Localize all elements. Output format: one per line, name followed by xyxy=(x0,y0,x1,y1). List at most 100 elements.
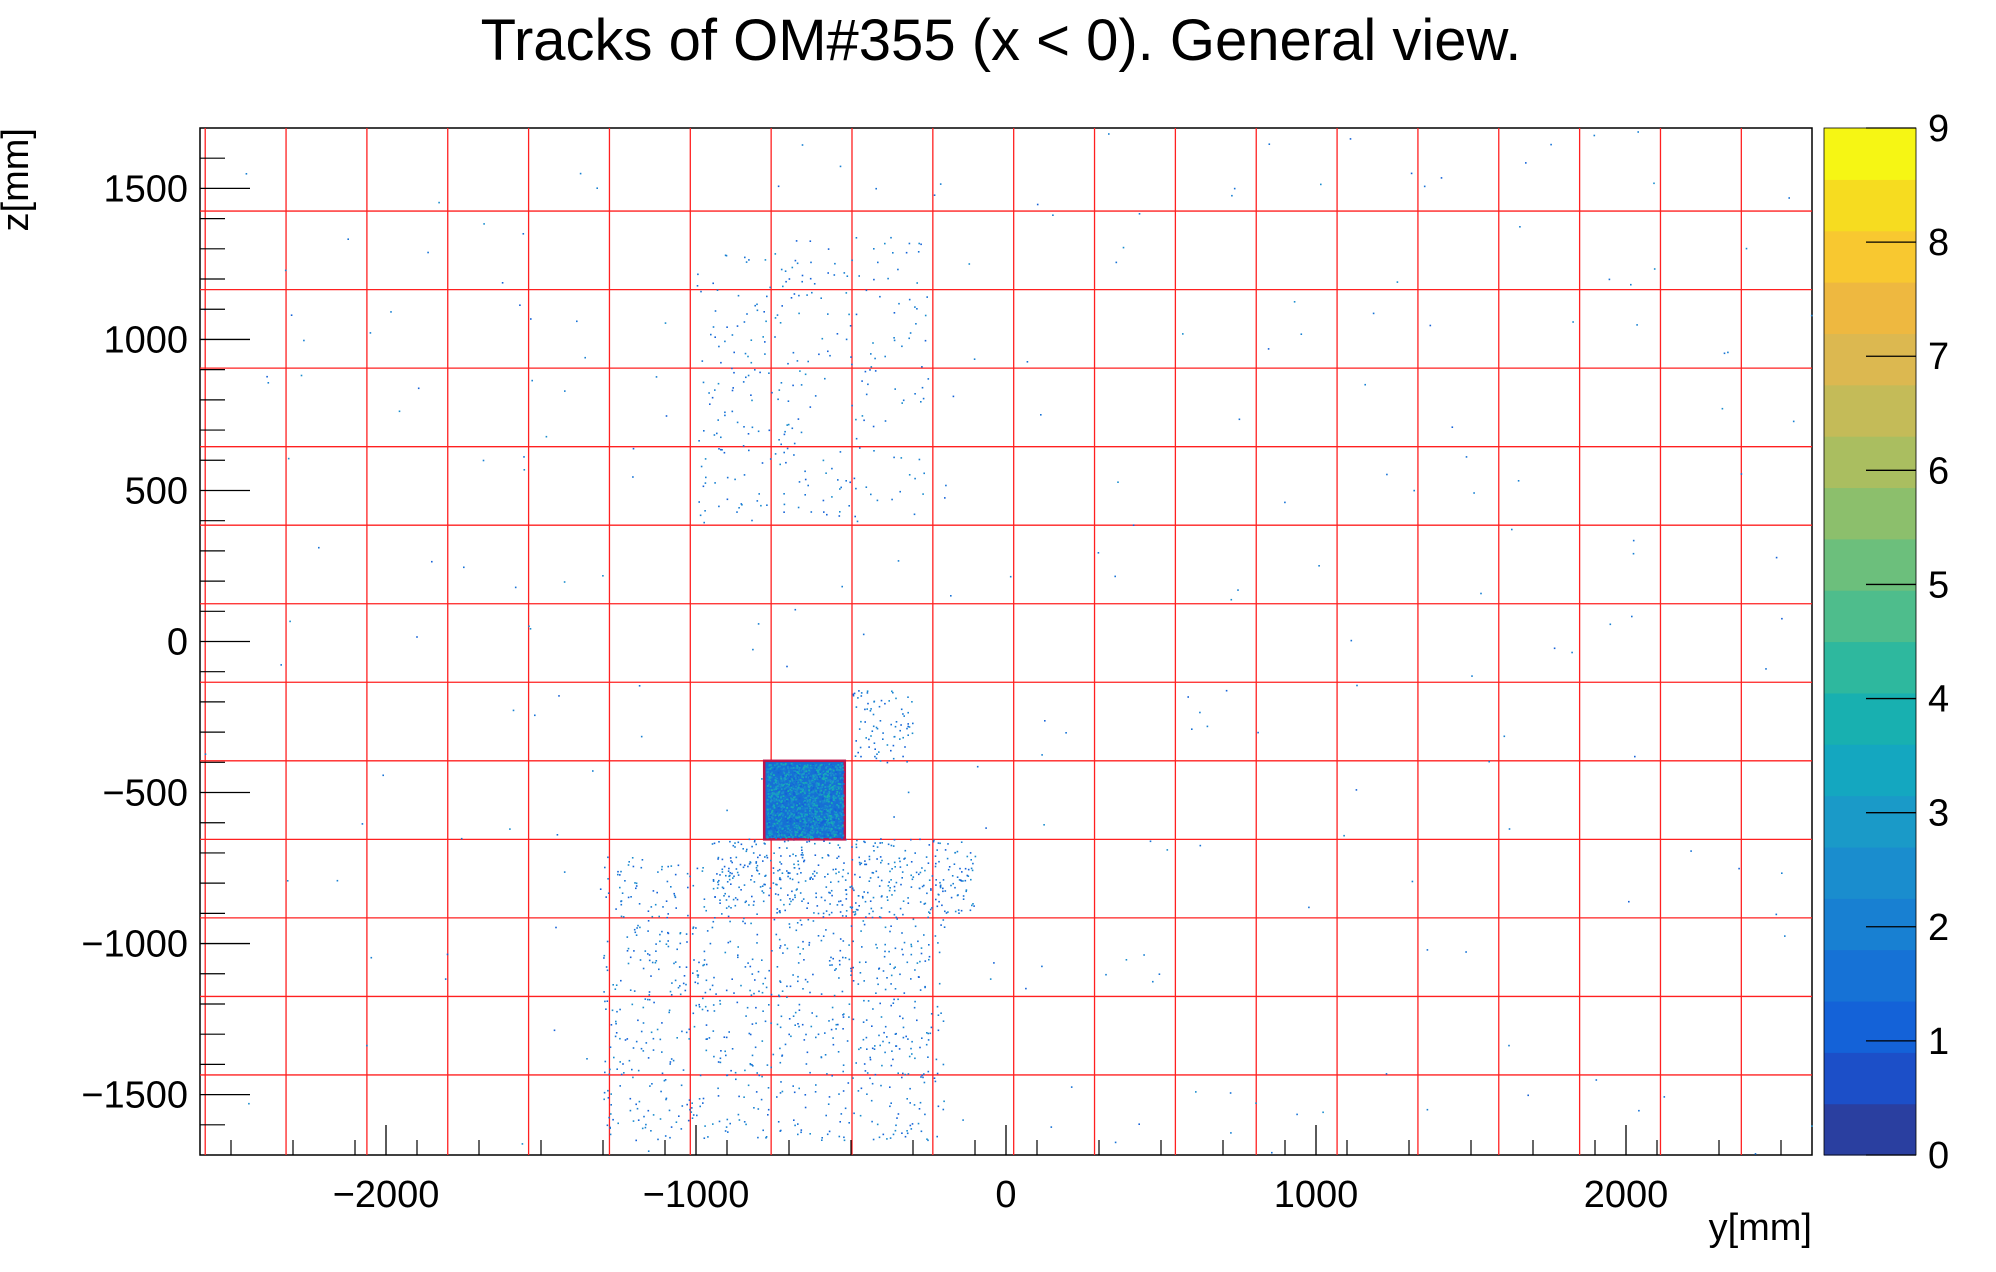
hot-cell xyxy=(812,785,815,787)
track-point xyxy=(781,990,784,992)
hot-cell xyxy=(788,782,791,785)
hot-cell xyxy=(787,826,790,828)
track-point xyxy=(842,1090,845,1092)
track-point xyxy=(702,964,704,967)
hot-cell xyxy=(768,768,771,770)
track-point xyxy=(931,907,933,909)
hot-cell xyxy=(790,773,792,776)
track-point xyxy=(696,1114,698,1117)
hot-cell xyxy=(786,783,788,785)
track-point xyxy=(707,1136,709,1138)
track-point xyxy=(891,894,893,896)
track-point xyxy=(694,981,697,984)
hot-cell xyxy=(825,800,828,802)
track-point xyxy=(642,1006,645,1009)
track-point xyxy=(612,984,614,986)
hot-cell xyxy=(820,810,823,813)
hot-cell xyxy=(779,828,782,831)
track-point xyxy=(1595,1079,1598,1081)
track-point xyxy=(937,1029,940,1032)
hot-cell xyxy=(842,800,844,803)
hot-cell xyxy=(826,795,829,797)
track-point xyxy=(764,341,766,343)
track-point xyxy=(736,1001,739,1004)
track-point xyxy=(1237,589,1239,591)
track-point xyxy=(855,487,857,490)
track-point xyxy=(748,863,751,865)
hot-cell xyxy=(789,812,792,815)
track-point xyxy=(1426,1108,1429,1111)
hot-cell xyxy=(785,792,787,795)
track-point xyxy=(679,985,681,987)
track-point xyxy=(1754,1153,1757,1155)
hot-cell xyxy=(802,797,805,800)
hot-cell xyxy=(788,786,791,789)
track-point xyxy=(784,270,787,272)
track-point xyxy=(736,871,739,874)
track-point xyxy=(604,1060,607,1063)
hot-cell xyxy=(787,804,790,806)
track-point xyxy=(838,900,840,903)
hot-cell xyxy=(823,799,826,802)
hot-cell xyxy=(785,786,788,789)
track-point xyxy=(918,458,921,461)
hot-cell xyxy=(828,771,831,773)
hot-cell xyxy=(835,793,838,795)
hot-cell xyxy=(833,766,836,768)
track-point xyxy=(893,861,896,864)
track-point xyxy=(639,959,642,961)
hot-cell xyxy=(816,775,819,778)
track-point xyxy=(919,901,922,903)
track-point xyxy=(717,1095,720,1097)
track-point xyxy=(599,888,602,890)
hot-cell xyxy=(840,778,843,781)
hot-cell xyxy=(802,831,804,834)
hot-cell xyxy=(773,800,776,802)
track-point xyxy=(749,989,751,992)
track-point xyxy=(889,1086,891,1088)
track-point xyxy=(919,1101,922,1104)
track-point xyxy=(792,853,794,856)
track-point xyxy=(706,1009,709,1012)
hot-cell xyxy=(835,817,838,819)
track-point xyxy=(724,254,727,257)
track-point xyxy=(701,360,704,362)
hot-cell xyxy=(808,789,810,792)
track-point xyxy=(921,885,924,888)
track-point xyxy=(1191,728,1193,730)
track-point xyxy=(828,913,831,916)
track-point xyxy=(844,889,847,891)
hot-cell xyxy=(820,833,822,836)
track-point xyxy=(691,1117,694,1119)
track-point xyxy=(774,336,776,338)
track-point xyxy=(821,1139,823,1141)
hot-cell xyxy=(834,800,836,802)
track-point xyxy=(702,1102,704,1104)
track-point xyxy=(1284,501,1286,504)
hot-cell xyxy=(797,784,800,787)
track-point xyxy=(911,878,914,881)
hot-cell xyxy=(830,765,833,767)
track-point xyxy=(937,1014,940,1016)
track-point xyxy=(916,1019,918,1022)
hot-cell xyxy=(803,800,806,803)
track-point xyxy=(919,960,921,963)
track-point xyxy=(915,871,918,874)
hot-cell xyxy=(810,767,813,770)
track-point xyxy=(809,406,812,408)
hot-cell xyxy=(840,764,843,766)
track-point xyxy=(947,911,949,913)
hot-cell xyxy=(842,765,844,767)
hot-cell xyxy=(795,775,798,777)
track-point xyxy=(809,240,812,242)
track-point xyxy=(390,311,392,313)
track-point xyxy=(632,865,635,868)
hot-cell xyxy=(785,836,788,839)
track-point xyxy=(857,909,859,911)
track-point xyxy=(780,268,783,271)
hot-cell xyxy=(840,792,843,795)
track-point xyxy=(724,951,727,954)
track-point xyxy=(868,855,871,858)
track-point xyxy=(613,1056,615,1059)
hot-cell xyxy=(781,834,783,837)
